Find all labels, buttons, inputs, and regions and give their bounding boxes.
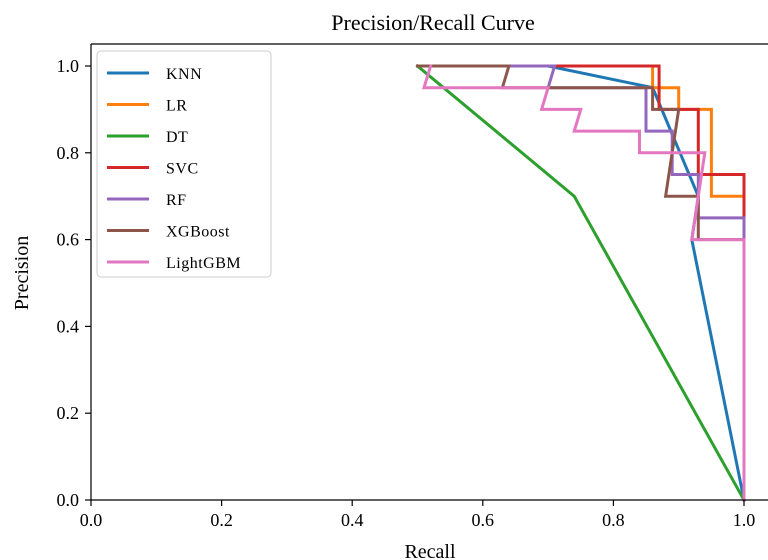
y-tick-label: 0.6 [57, 230, 80, 250]
legend-label-lightgbm: LightGBM [166, 255, 241, 272]
legend-box [96, 50, 272, 278]
chart-title: Precision/Recall Curve [331, 10, 534, 35]
legend-label-xgboost: XGBoost [166, 224, 230, 241]
y-tick-label: 0.0 [57, 490, 80, 510]
legend-label-rf: RF [166, 192, 187, 209]
x-tick-label: 0.4 [341, 510, 364, 530]
series-line-lightgbm [421, 64, 746, 502]
legend: KNN LR DT SVC RF XGBoost LightGBM [96, 50, 272, 278]
x-tick-label: 1.0 [733, 510, 756, 530]
x-axis-label: Recall [404, 541, 456, 560]
y-tick-label: 1.0 [57, 56, 80, 76]
x-tick-label: 0.2 [210, 510, 233, 530]
y-tick-label: 0.2 [57, 403, 80, 423]
legend-label-lr: LR [166, 98, 187, 115]
y-ticks: 0.0 0.2 0.4 0.6 0.8 1.0 [57, 56, 91, 510]
x-ticks: 0.0 0.2 0.4 0.6 0.8 1.0 [80, 500, 756, 530]
legend-label-svc: SVC [166, 161, 199, 178]
y-axis-label: Precision [11, 236, 33, 310]
x-tick-label: 0.6 [472, 510, 495, 530]
plot-area [415, 63, 747, 503]
legend-label-knn: KNN [166, 66, 202, 83]
y-tick-label: 0.4 [57, 316, 80, 336]
legend-label-dt: DT [166, 129, 188, 146]
x-tick-label: 0.0 [80, 510, 103, 530]
y-tick-label: 0.8 [57, 143, 80, 163]
x-tick-label: 0.8 [602, 510, 625, 530]
series-line-dt [415, 63, 747, 503]
series-line-rf [429, 64, 746, 502]
